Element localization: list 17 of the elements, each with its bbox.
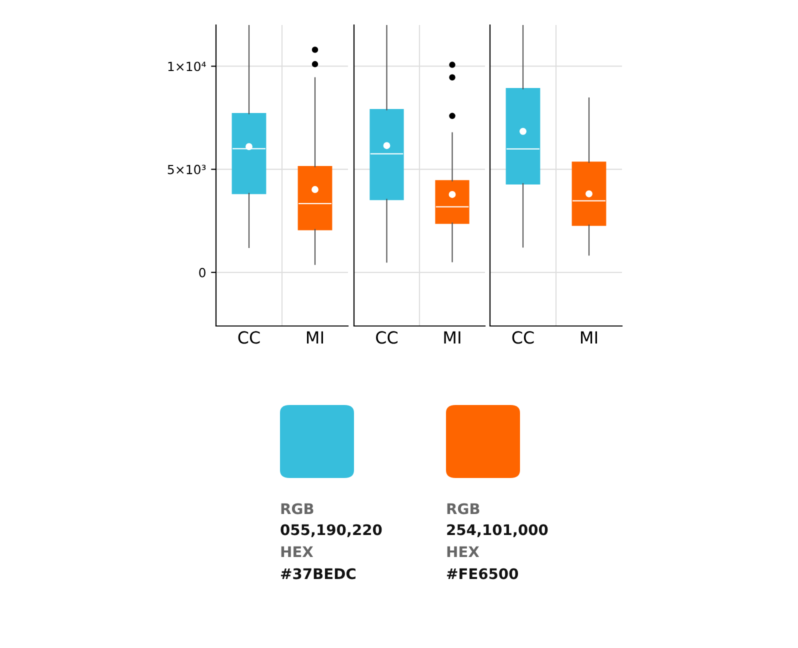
text: 055,190,220 bbox=[280, 524, 382, 538]
x-tick-label: CC bbox=[512, 331, 534, 344]
text: #FE6500 bbox=[446, 568, 518, 580]
x-tick-label: MI bbox=[580, 331, 598, 344]
x-tick-label: MI bbox=[444, 331, 460, 344]
x-tick-label: MI bbox=[306, 331, 324, 344]
x-tick-label: CC bbox=[376, 331, 398, 344]
y-tick-label: 5×10³ bbox=[168, 164, 206, 174]
x-tick-label: CC bbox=[238, 331, 260, 344]
y-tick-label: 0 bbox=[199, 268, 206, 278]
text: HEX bbox=[447, 546, 480, 558]
text: #37BEDC bbox=[280, 568, 356, 580]
text: RGB bbox=[447, 503, 480, 514]
text: 254,101,000 bbox=[447, 524, 548, 538]
y-tick-label: 1×10⁴ bbox=[168, 62, 206, 72]
text: HEX bbox=[281, 546, 314, 558]
text: RGB bbox=[281, 503, 314, 514]
